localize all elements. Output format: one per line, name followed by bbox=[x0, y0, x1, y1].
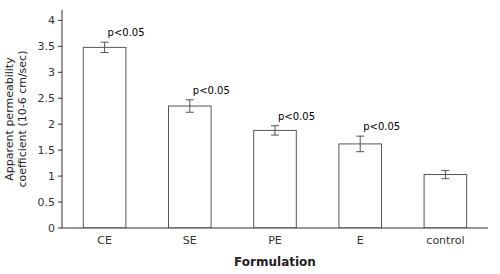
x-axis bbox=[62, 228, 488, 229]
x-tick-label: CE bbox=[97, 234, 112, 247]
annotation: p<0.05 bbox=[278, 111, 315, 122]
annotation: p<0.05 bbox=[108, 27, 145, 38]
bar bbox=[424, 175, 467, 228]
bar bbox=[339, 144, 382, 228]
y-tick bbox=[58, 202, 62, 203]
y-tick bbox=[58, 150, 62, 151]
error-bar bbox=[356, 136, 364, 152]
y-tick-label: 1 bbox=[48, 170, 55, 183]
y-tick bbox=[58, 124, 62, 125]
y-tick-label: 3.5 bbox=[38, 40, 56, 53]
chart: 0 0.5 1 1.5 2 2.5 3 3.5 4 CE SE PE Econtrol p<0.05 p<0… bbox=[0, 0, 500, 274]
bar bbox=[83, 47, 126, 228]
error-bar bbox=[441, 170, 449, 178]
x-tick-label: control bbox=[426, 234, 464, 247]
y-tick bbox=[58, 98, 62, 99]
bar bbox=[169, 106, 212, 228]
x-axis-label: Formulation bbox=[234, 255, 316, 269]
annotation: p<0.05 bbox=[363, 121, 400, 132]
y-tick bbox=[58, 72, 62, 73]
y-tick bbox=[58, 46, 62, 47]
bars bbox=[83, 42, 466, 228]
error-bar bbox=[271, 126, 279, 135]
y-tick-label: 3 bbox=[48, 66, 55, 79]
error-bar bbox=[101, 42, 109, 52]
y-tick-label: 0 bbox=[48, 222, 55, 235]
y-tick-label: 1.5 bbox=[38, 144, 56, 157]
y-axis bbox=[62, 10, 63, 228]
x-tick-label: SE bbox=[183, 234, 197, 247]
y-axis-label: coefficient (10-6 cm/sec) bbox=[16, 51, 29, 188]
x-tick-label: PE bbox=[268, 234, 282, 247]
y-axis-label: Apparent permeability bbox=[3, 57, 16, 181]
y-tick-label: 2.5 bbox=[38, 92, 56, 105]
y-tick-label: 4 bbox=[48, 14, 55, 27]
bar bbox=[254, 130, 297, 228]
annotation: p<0.05 bbox=[193, 85, 230, 96]
y-tick-label: 0.5 bbox=[38, 196, 56, 209]
y-tick bbox=[58, 20, 62, 21]
y-tick bbox=[58, 176, 62, 177]
error-bar bbox=[186, 100, 194, 112]
y-tick bbox=[58, 228, 62, 229]
y-tick-label: 2 bbox=[48, 118, 55, 131]
x-tick-label: E bbox=[357, 234, 364, 247]
